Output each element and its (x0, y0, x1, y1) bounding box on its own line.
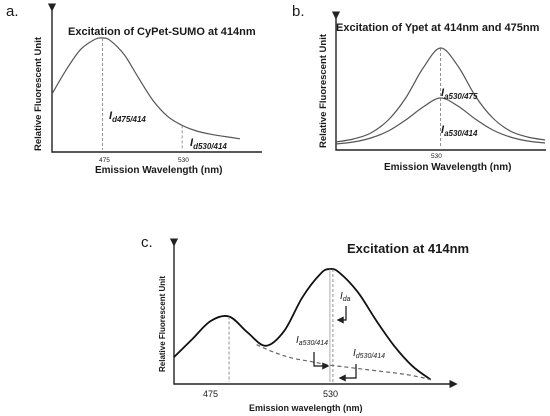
panel-c-bracket-d530 (338, 364, 357, 382)
panel-b-annotation-a414: Ia530/414 (441, 124, 478, 138)
panel-c-series-1-line (256, 344, 431, 381)
panel-a-axes (47, 3, 262, 153)
panel-b-ylabel: Relative Fluorescent Unit (318, 33, 329, 148)
panel-b-tick-530: 530 (431, 153, 442, 160)
panel-a-annotation-d475: Id475/414 (109, 110, 146, 124)
panel-a-tick-530: 530 (178, 157, 189, 164)
panel-a: a. Excitation of CyPet-SUMO at 414nm Rel… (6, 3, 262, 176)
panel-c-tick-530: 530 (323, 389, 338, 399)
panel-c-bracket-da (336, 306, 347, 324)
panel-a-tick-475: 475 (99, 157, 110, 164)
panel-c-xlabel: Emission wavelength (nm) (249, 403, 363, 413)
panel-b-axes (331, 11, 546, 151)
panel-c-tick-475: 475 (203, 389, 218, 399)
panel-c-axes (169, 238, 458, 389)
panel-c-ylabel: Relative Fluorescent Unit (158, 276, 167, 372)
panel-c-annotation-a414: Ia530/414 (296, 335, 328, 347)
panel-c-title: Excitation at 414nm (347, 241, 469, 256)
panel-b: b. Excitation of Ypet at 414nm and 475nm… (292, 3, 546, 173)
panel-c-series-0-line (173, 268, 432, 381)
panel-a-series-0-line (51, 37, 241, 140)
panel-b-label: b. (292, 3, 305, 20)
panel-b-title: Excitation of Ypet at 414nm and 475nm (336, 22, 540, 34)
panel-c-annotation-da: Ida (340, 291, 351, 303)
panel-b-annotation-a475: Ia530/475 (441, 87, 478, 101)
panel-c: c. Excitation at 414nm Relative Fluoresc… (141, 234, 469, 413)
panel-c-annotation-d530: Id530/414 (353, 348, 385, 360)
panel-a-label: a. (6, 3, 19, 20)
panel-b-xlabel: Emission Wavelength (nm) (384, 162, 511, 173)
panel-a-title: Excitation of CyPet-SUMO at 414nm (68, 26, 256, 38)
panel-a-annotation-d530: Id530/414 (190, 137, 227, 151)
panel-c-label: c. (141, 234, 153, 251)
panel-c-bracket-a414 (313, 352, 330, 370)
panel-a-xlabel: Emission Wavelength (nm) (95, 165, 222, 176)
panel-a-ylabel: Relative Fluorescent Unit (33, 36, 44, 151)
